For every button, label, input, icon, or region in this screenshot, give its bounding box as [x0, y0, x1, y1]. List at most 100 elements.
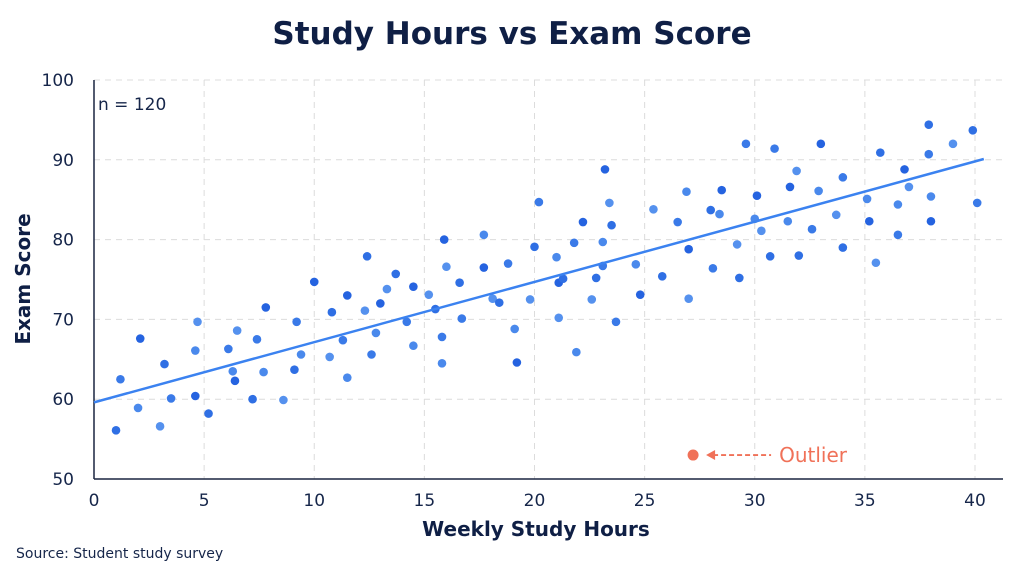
- data-point: [530, 242, 539, 252]
- outlier-arrow-head: [706, 450, 716, 461]
- data-point: [948, 139, 958, 149]
- data-point: [204, 409, 213, 418]
- y-tick-label: 60: [52, 390, 74, 410]
- data-point: [807, 224, 817, 234]
- trend-line-group: [93, 157, 985, 404]
- data-point: [259, 367, 268, 377]
- data-point: [657, 272, 667, 281]
- data-point: [814, 186, 823, 196]
- data-point: [684, 244, 693, 254]
- data-point: [831, 210, 841, 220]
- data-point: [292, 317, 301, 327]
- outlier-label: Outlier: [779, 443, 848, 467]
- outlier-point: [687, 449, 699, 461]
- x-tick-labels: 0 5 10 15 20 25 30 35 40: [89, 491, 986, 511]
- data-point: [864, 216, 874, 226]
- data-point: [503, 259, 513, 268]
- data-point: [862, 194, 872, 204]
- data-point: [649, 204, 658, 214]
- data-point: [578, 217, 588, 227]
- data-point: [279, 395, 288, 405]
- data-point: [732, 240, 742, 249]
- data-point: [607, 220, 616, 230]
- chart-title: Study Hours vs Exam Score: [272, 16, 752, 52]
- data-point: [569, 238, 579, 248]
- data-point: [715, 209, 724, 219]
- data-point: [875, 148, 885, 157]
- data-point: [525, 295, 535, 304]
- data-point: [682, 187, 691, 197]
- data-point: [327, 307, 337, 317]
- data-point: [708, 264, 718, 273]
- data-point: [360, 306, 370, 315]
- data-point: [838, 243, 848, 252]
- grid: [94, 79, 1003, 479]
- data-point: [587, 295, 597, 304]
- data-point: [600, 165, 610, 174]
- data-point: [116, 374, 125, 384]
- data-point: [228, 366, 238, 376]
- data-point: [479, 230, 489, 240]
- x-tick-label: 20: [524, 491, 546, 511]
- data-point: [611, 317, 621, 327]
- data-point: [757, 226, 766, 236]
- x-tick-label: 35: [854, 491, 876, 511]
- data-point: [193, 317, 202, 327]
- data-point: [437, 332, 447, 342]
- data-point: [926, 192, 936, 201]
- data-point: [455, 278, 464, 287]
- data-point: [598, 237, 608, 247]
- data-point: [605, 198, 614, 208]
- x-tick-label: 40: [964, 491, 986, 511]
- data-point: [684, 294, 693, 303]
- y-tick-label: 70: [52, 310, 74, 330]
- outlier-annotation: Outlier: [687, 443, 848, 467]
- data-point: [512, 358, 522, 367]
- data-point: [362, 252, 372, 261]
- data-point: [494, 298, 504, 307]
- data-point: [552, 252, 561, 262]
- data-point: [296, 350, 306, 359]
- data-point: [554, 313, 564, 323]
- data-point: [230, 376, 240, 386]
- data-point: [558, 274, 568, 284]
- data-point: [457, 314, 467, 323]
- x-axis-title: Weekly Study Hours: [422, 517, 650, 541]
- data-point: [926, 216, 936, 226]
- x-tick-label: 0: [89, 491, 100, 511]
- data-point: [968, 125, 978, 135]
- data-point: [437, 358, 447, 368]
- data-point: [391, 269, 401, 279]
- data-point: [111, 426, 121, 435]
- x-tick-label: 15: [414, 491, 436, 511]
- y-tick-label: 50: [52, 470, 74, 490]
- source-note: Source: Student study survey: [16, 546, 224, 562]
- x-tick-label: 30: [744, 491, 766, 511]
- data-point: [893, 200, 903, 209]
- data-point: [706, 205, 715, 215]
- data-point: [232, 326, 242, 335]
- data-point: [741, 139, 751, 149]
- data-point: [572, 347, 581, 357]
- data-point: [488, 294, 497, 303]
- sample-size-note: n = 120: [98, 95, 166, 115]
- y-tick-label: 80: [52, 231, 74, 251]
- data-point: [735, 273, 744, 283]
- data-point: [765, 252, 775, 261]
- data-point: [309, 277, 319, 287]
- data-point: [924, 149, 934, 159]
- data-point: [635, 290, 645, 299]
- data-point: [439, 235, 449, 244]
- data-point: [673, 217, 682, 227]
- data-point: [135, 334, 145, 343]
- y-tick-labels: 50 60 70 80 90 100: [42, 71, 74, 490]
- data-point: [893, 230, 903, 240]
- data-point: [816, 139, 826, 149]
- data-point: [402, 317, 412, 327]
- data-point: [871, 258, 881, 268]
- data-point: [792, 166, 801, 176]
- x-tick-label: 10: [303, 491, 325, 511]
- data-point: [191, 346, 200, 355]
- data-point: [752, 191, 762, 201]
